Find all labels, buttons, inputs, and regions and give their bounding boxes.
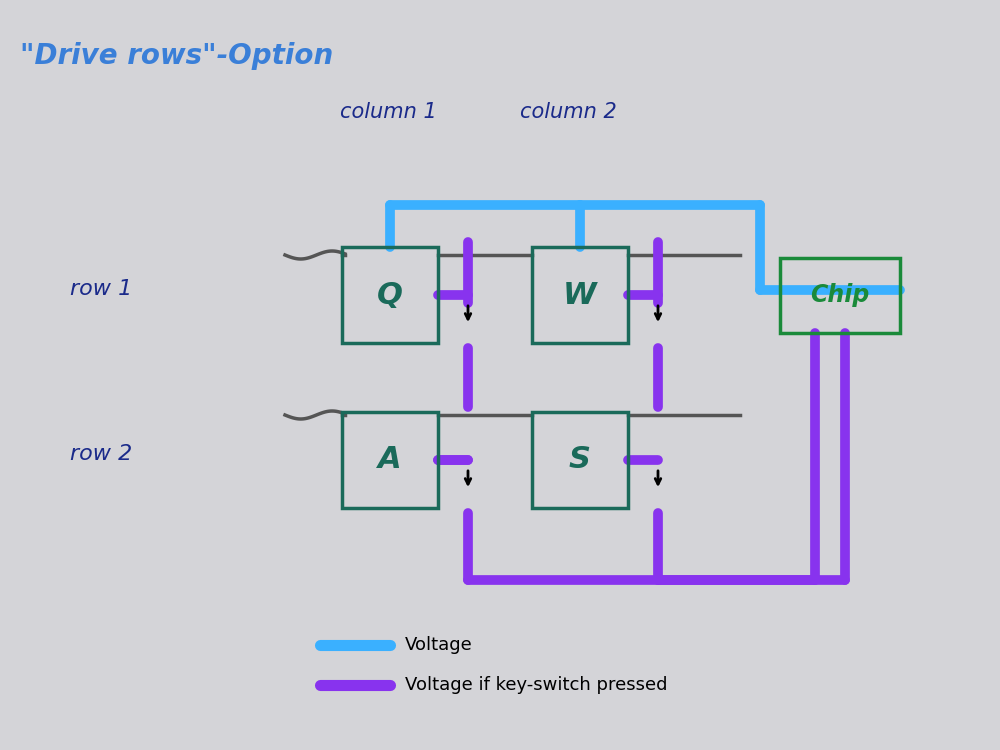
Text: column 1: column 1 (340, 102, 437, 122)
Text: row 2: row 2 (70, 444, 132, 464)
Bar (780, 257, 900, 332)
Text: S: S (569, 446, 591, 475)
Bar (342, 412, 438, 508)
Text: Chip: Chip (810, 283, 870, 307)
Text: Voltage: Voltage (405, 636, 473, 654)
Bar (342, 247, 438, 343)
Text: "Drive rows"-Option: "Drive rows"-Option (20, 42, 333, 70)
Text: A: A (378, 446, 402, 475)
Text: W: W (563, 280, 597, 310)
Bar (532, 247, 628, 343)
Text: Q: Q (377, 280, 403, 310)
Bar (532, 412, 628, 508)
Text: row 1: row 1 (70, 279, 132, 299)
Text: column 2: column 2 (520, 102, 617, 122)
Text: Voltage if key-switch pressed: Voltage if key-switch pressed (405, 676, 668, 694)
